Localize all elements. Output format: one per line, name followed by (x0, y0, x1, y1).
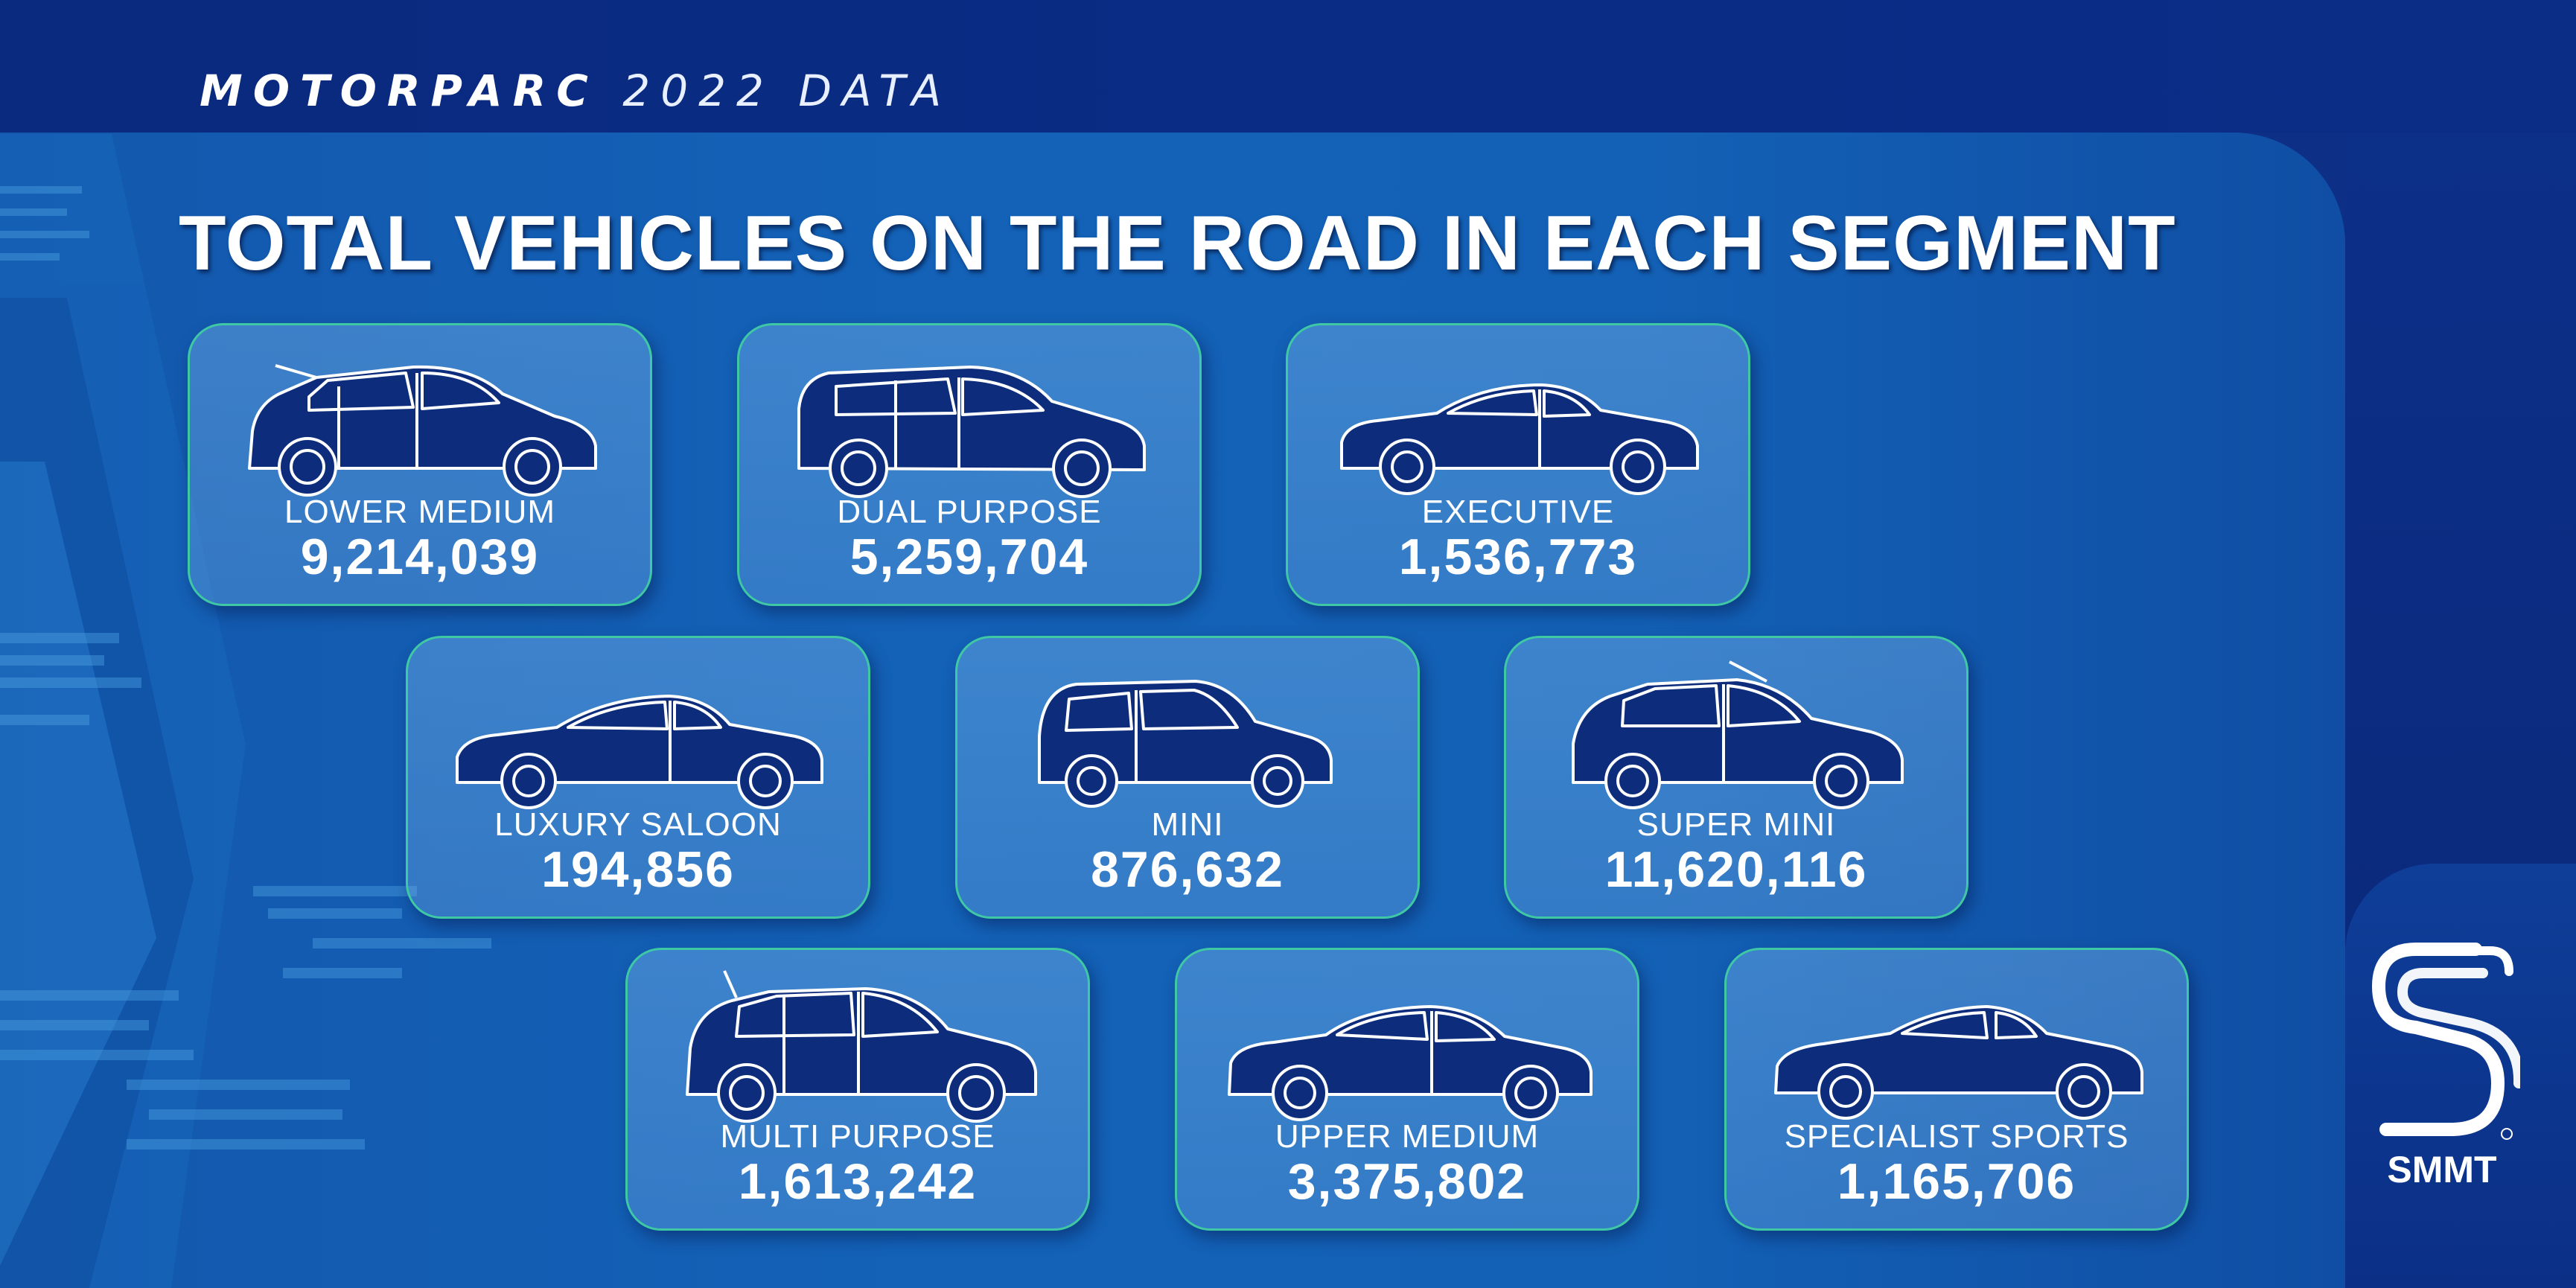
segment-value: 1,165,706 (1837, 1153, 2076, 1210)
segment-card-luxury-saloon: LUXURY SALOON 194,856 (406, 636, 870, 919)
segment-label: SUPER MINI (1636, 806, 1836, 843)
segment-card-multi-purpose: MULTI PURPOSE 1,613,242 (625, 948, 1090, 1231)
segment-card-lower-medium: LOWER MEDIUM 9,214,039 (188, 323, 652, 606)
segment-card-upper-medium: UPPER MEDIUM 3,375,802 (1175, 948, 1639, 1231)
smmt-logo-text: SMMT (2387, 1149, 2497, 1190)
header-band (0, 0, 2576, 133)
page-title: TOTAL VEHICLES ON THE ROAD IN EACH SEGME… (179, 200, 2176, 287)
suv-car-icon (797, 366, 1146, 498)
segment-card-executive: EXECUTIVE 1,536,773 (1286, 323, 1750, 606)
sports-coupe-car-icon (1774, 1005, 2143, 1120)
segment-label: DUAL PURPOSE (837, 494, 1102, 530)
segment-value: 9,214,039 (300, 529, 540, 585)
segment-label: MULTI PURPOSE (720, 1118, 995, 1155)
executive-saloon-car-icon (1340, 383, 1699, 495)
segment-card-super-mini: SUPER MINI 11,620,116 (1504, 636, 1968, 919)
segment-value: 1,613,242 (738, 1153, 978, 1210)
hatchback-car-icon (248, 364, 597, 497)
segment-label: SPECIALIST SPORTS (1784, 1118, 2129, 1155)
segment-label: LUXURY SALOON (494, 806, 782, 843)
supermini-car-icon (1572, 660, 1904, 809)
segment-card-mini: MINI 876,632 (955, 636, 1420, 919)
segment-card-dual-purpose: DUAL PURPOSE 5,259,704 (737, 323, 1202, 606)
segment-value: 11,620,116 (1604, 841, 1868, 898)
subtitle-motorparc: MOTORPARC (200, 66, 599, 116)
segment-value: 876,632 (1091, 841, 1284, 898)
segment-label: MINI (1151, 806, 1224, 843)
upper-medium-saloon-car-icon (1228, 1005, 1593, 1121)
smmt-logo-icon (2371, 943, 2520, 1140)
mini-car-icon (1038, 680, 1333, 808)
segment-value: 5,259,704 (849, 529, 1089, 585)
segment-label: UPPER MEDIUM (1275, 1118, 1540, 1155)
segment-card-specialist-sports: SPECIALIST SPORTS 1,165,706 (1724, 948, 2189, 1231)
luxury-saloon-car-icon (456, 695, 823, 809)
segment-value: 1,536,773 (1398, 529, 1638, 585)
page-subtitle: MOTORPARC 2022 DATA (200, 66, 951, 116)
segment-value: 194,856 (541, 841, 735, 898)
subtitle-year-data: 2022 DATA (622, 66, 952, 116)
segment-value: 3,375,802 (1287, 1153, 1527, 1210)
segment-label: EXECUTIVE (1421, 494, 1615, 530)
logo-tab (2345, 864, 2576, 1288)
mpv-car-icon (686, 970, 1037, 1123)
segment-label: LOWER MEDIUM (284, 494, 555, 530)
